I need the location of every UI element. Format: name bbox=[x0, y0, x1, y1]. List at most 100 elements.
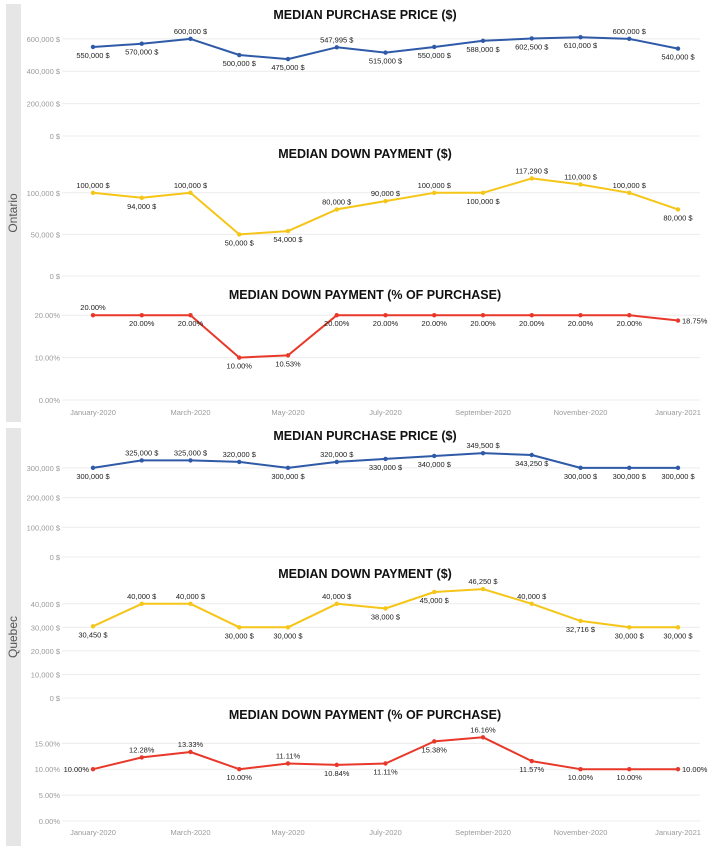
x-tick-label: January-2021 bbox=[655, 828, 701, 837]
y-tick-label: 30,000 $ bbox=[31, 623, 61, 632]
data-label: 547,995 $ bbox=[320, 35, 354, 44]
data-label: 602,500 $ bbox=[515, 42, 549, 51]
data-label: 100,000 $ bbox=[613, 181, 647, 190]
data-label: 32,716 $ bbox=[566, 625, 596, 634]
data-point bbox=[285, 625, 291, 630]
data-point bbox=[90, 767, 96, 772]
data-point bbox=[90, 44, 96, 50]
data-point bbox=[675, 625, 681, 630]
data-point bbox=[383, 313, 388, 318]
data-label: 10.00% bbox=[64, 765, 90, 774]
data-label: 80,000 $ bbox=[322, 197, 352, 206]
data-point bbox=[334, 459, 339, 465]
data-label: 30,000 $ bbox=[663, 631, 693, 640]
chart-title: MEDIAN DOWN PAYMENT (% OF PURCHASE) bbox=[229, 288, 501, 302]
data-label: 20.00% bbox=[519, 319, 545, 328]
chart-title: MEDIAN DOWN PAYMENT ($) bbox=[278, 567, 452, 581]
data-label: 300,000 $ bbox=[661, 472, 695, 481]
x-tick-label: January-2020 bbox=[70, 828, 116, 837]
data-label: 300,000 $ bbox=[76, 472, 110, 481]
y-tick-label: 200,000 $ bbox=[27, 494, 61, 503]
y-tick-label: 600,000 $ bbox=[27, 35, 61, 44]
x-tick-label: September-2020 bbox=[455, 408, 511, 417]
data-label: 300,000 $ bbox=[271, 472, 305, 481]
data-label: 40,000 $ bbox=[517, 592, 547, 601]
data-point bbox=[627, 36, 632, 42]
y-tick-label: 5.00% bbox=[39, 791, 61, 800]
data-point bbox=[675, 318, 681, 323]
data-label: 16.16% bbox=[470, 725, 496, 734]
x-tick-label: July-2020 bbox=[369, 828, 402, 837]
data-label: 100,000 $ bbox=[418, 181, 452, 190]
data-label: 500,000 $ bbox=[223, 59, 257, 68]
data-label: 325,000 $ bbox=[125, 448, 159, 457]
data-label: 20.00% bbox=[324, 319, 350, 328]
data-point bbox=[285, 465, 291, 471]
x-tick-label: November-2020 bbox=[554, 828, 608, 837]
data-label: 10.00% bbox=[568, 773, 594, 782]
data-label: 110,000 $ bbox=[564, 172, 598, 181]
data-label: 54,000 $ bbox=[273, 235, 303, 244]
data-label: 10.00% bbox=[617, 773, 643, 782]
data-point bbox=[480, 313, 486, 318]
data-label: 20.00% bbox=[470, 319, 496, 328]
x-tick-label: September-2020 bbox=[455, 828, 511, 837]
data-label: 325,000 $ bbox=[174, 448, 208, 457]
data-point bbox=[480, 450, 486, 456]
data-label: 30,000 $ bbox=[273, 631, 303, 640]
data-label: 349,500 $ bbox=[466, 441, 500, 450]
data-label: 550,000 $ bbox=[76, 51, 110, 60]
data-label: 610,000 $ bbox=[564, 41, 598, 50]
data-point bbox=[480, 586, 486, 592]
data-label: 10.00% bbox=[682, 765, 708, 774]
data-point bbox=[139, 458, 144, 463]
data-point bbox=[529, 758, 534, 764]
data-point bbox=[139, 601, 144, 606]
data-label: 10.00% bbox=[227, 773, 253, 782]
data-point bbox=[237, 52, 242, 58]
y-tick-label: 0.00% bbox=[39, 396, 61, 405]
data-label: 30,000 $ bbox=[615, 631, 645, 640]
data-label: 320,000 $ bbox=[223, 450, 257, 459]
x-tick-label: March-2020 bbox=[170, 828, 210, 837]
data-point bbox=[529, 176, 534, 181]
data-point bbox=[334, 45, 339, 50]
data-point bbox=[188, 190, 193, 195]
data-point bbox=[285, 353, 291, 358]
data-label: 600,000 $ bbox=[613, 27, 647, 36]
data-label: 40,000 $ bbox=[176, 592, 206, 601]
data-label: 340,000 $ bbox=[418, 460, 452, 469]
data-point bbox=[188, 601, 193, 606]
data-label: 50,000 $ bbox=[225, 238, 255, 247]
data-point bbox=[432, 739, 437, 744]
data-label: 343,250 $ bbox=[515, 459, 549, 468]
data-label: 10.00% bbox=[227, 362, 253, 371]
data-point bbox=[383, 456, 388, 462]
data-point bbox=[383, 606, 388, 611]
data-point bbox=[627, 767, 632, 772]
y-tick-label: 0.00% bbox=[39, 817, 61, 826]
data-point bbox=[432, 589, 437, 595]
data-point bbox=[188, 313, 193, 318]
region-band-ontario bbox=[6, 4, 21, 422]
y-tick-label: 0 $ bbox=[50, 272, 61, 281]
data-point bbox=[675, 46, 681, 51]
y-tick-label: 200,000 $ bbox=[27, 100, 61, 109]
data-point bbox=[578, 767, 583, 772]
data-point bbox=[675, 465, 681, 471]
data-point bbox=[334, 762, 339, 768]
data-point bbox=[285, 228, 291, 234]
data-point bbox=[578, 618, 583, 624]
y-tick-label: 0 $ bbox=[50, 694, 61, 703]
data-label: 20.00% bbox=[373, 319, 399, 328]
data-point bbox=[188, 458, 193, 463]
y-tick-label: 20,000 $ bbox=[31, 647, 61, 656]
data-point bbox=[480, 38, 486, 43]
data-label: 20.00% bbox=[568, 319, 594, 328]
data-label: 18.75% bbox=[682, 317, 708, 326]
y-tick-label: 100,000 $ bbox=[27, 523, 61, 532]
data-point bbox=[675, 767, 681, 772]
data-point bbox=[432, 44, 437, 50]
data-point bbox=[480, 190, 486, 195]
data-point bbox=[237, 355, 242, 360]
